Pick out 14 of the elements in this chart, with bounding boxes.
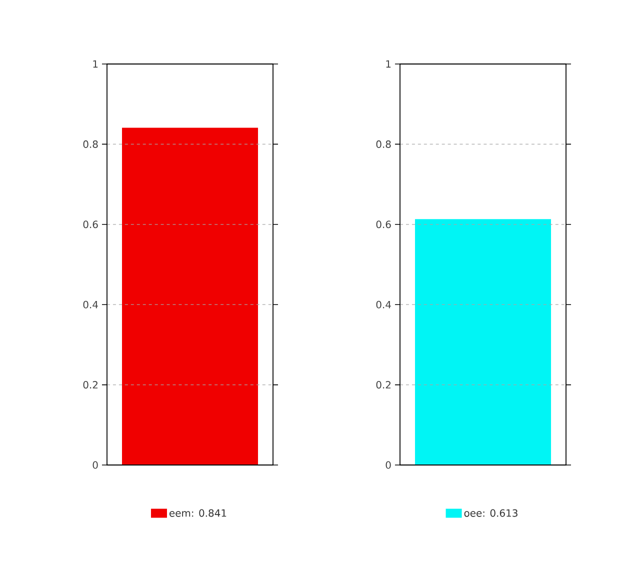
y-tick-label: 1 <box>386 60 391 68</box>
y-tick-label: 0.2 <box>376 381 390 389</box>
y-tick-label: 0.6 <box>376 220 391 228</box>
y-tick-label: 0.8 <box>83 140 98 148</box>
y-tick-label: 0.4 <box>376 300 391 308</box>
y-tick-label: 0.8 <box>376 140 391 148</box>
legend-label: eem: 0.841 <box>170 509 226 517</box>
y-tick-label: 1 <box>93 60 98 68</box>
y-tick-label: 0.2 <box>83 381 98 389</box>
y-tick-label: 0 <box>386 461 391 469</box>
y-tick-label: 0 <box>92 461 98 469</box>
y-tick-label: 0.6 <box>83 220 98 228</box>
legend-label: oee: 0.613 <box>464 509 518 517</box>
y-tick-label: 0.4 <box>83 300 98 308</box>
